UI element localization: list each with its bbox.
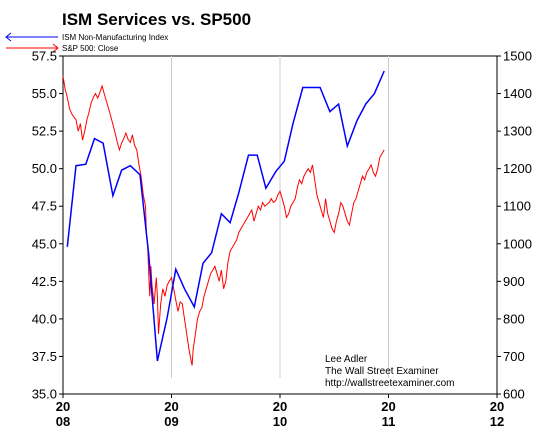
left-axis: 57.5 55.0 52.5 50.0 47.5 45.0 42.5 40.0 37.5 35.0 — [32, 49, 63, 402]
left-tick-label: 45.0 — [32, 236, 57, 251]
legend-sp500-label: S&P 500: Close — [62, 44, 119, 53]
legend-sp500-arrow-icon — [52, 43, 59, 53]
legend-entry-ism: ISM Non-Manufacturing Index — [5, 32, 168, 42]
x-tick-label-bottom: 10 — [273, 414, 287, 429]
x-tick-label-top: 20 — [381, 399, 395, 414]
annotation-block: Lee Adler The Wall Street Examiner http:… — [325, 354, 455, 389]
x-tick-label-top: 20 — [273, 399, 287, 414]
left-tick-label: 57.5 — [32, 49, 57, 64]
legend-entry-sp500: S&P 500: Close — [6, 43, 119, 53]
x-tick-label-bottom: 12 — [490, 414, 504, 429]
right-tick-label: 1300 — [503, 124, 532, 139]
right-axis: 1500 1400 1300 1200 1100 1000 900 800 700 600 — [497, 49, 532, 402]
right-tick-label: 1500 — [503, 49, 532, 64]
right-tick-label: 700 — [503, 349, 525, 364]
x-tick-label-bottom: 08 — [56, 414, 70, 429]
series-line-ism — [66, 70, 385, 362]
right-tick-label: 900 — [503, 274, 525, 289]
series-line-sp500 — [62, 75, 385, 366]
right-tick-label: 800 — [503, 311, 525, 326]
left-tick-label: 52.5 — [32, 124, 57, 139]
gridlines — [171, 56, 389, 378]
legend-ism-label: ISM Non-Manufacturing Index — [62, 33, 168, 42]
x-tick-label-bottom: 09 — [164, 414, 178, 429]
legend-ism-arrow-icon — [5, 32, 12, 42]
right-tick-label: 1200 — [503, 161, 532, 176]
left-tick-label: 40.0 — [32, 311, 57, 326]
right-tick-label: 1000 — [503, 236, 532, 251]
left-tick-label: 35.0 — [32, 387, 57, 402]
x-tick-label-top: 20 — [56, 399, 70, 414]
right-tick-label: 1100 — [503, 199, 531, 214]
left-tick-label: 50.0 — [32, 161, 57, 176]
left-tick-label: 47.5 — [32, 199, 57, 214]
left-tick-label: 42.5 — [32, 274, 57, 289]
x-tick-label-top: 20 — [164, 399, 178, 414]
annotation-author: Lee Adler — [325, 354, 368, 365]
chart-title: ISM Services vs. SP500 — [62, 10, 251, 29]
x-tick-label-bottom: 11 — [382, 414, 396, 429]
legend: ISM Non-Manufacturing Index S&P 500: Clo… — [5, 32, 168, 53]
x-tick-label-top: 20 — [490, 399, 504, 414]
left-tick-label: 55.0 — [32, 86, 57, 101]
left-tick-label: 37.5 — [32, 349, 57, 364]
right-tick-label: 1400 — [503, 86, 532, 101]
annotation-url: http://wallstreetexaminer.com — [325, 378, 455, 389]
annotation-publication: The Wall Street Examiner — [325, 366, 439, 377]
right-tick-label: 600 — [503, 387, 525, 402]
